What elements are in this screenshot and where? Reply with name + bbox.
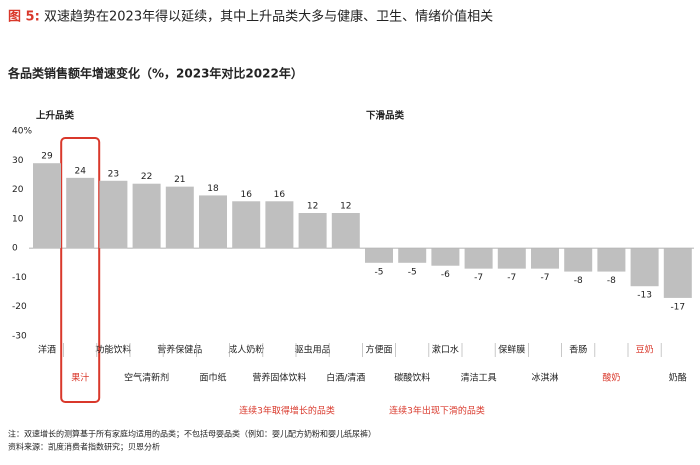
bar (497, 248, 526, 269)
value-label: -8 (574, 276, 583, 286)
bar (597, 248, 626, 272)
value-label: -17 (670, 302, 685, 312)
annotation: 连续3年出现下滑的品类 (389, 405, 485, 417)
bar (165, 186, 194, 249)
value-label: 29 (41, 152, 53, 162)
bar (132, 183, 161, 249)
value-label: -13 (637, 291, 652, 301)
bar (431, 248, 460, 266)
highlight-box (60, 137, 101, 403)
value-label: 18 (207, 184, 219, 194)
x-tick-label: 营养保健品 (157, 344, 202, 356)
x-tick-label: 功能饮料 (95, 344, 131, 356)
value-label: 23 (108, 169, 119, 179)
x-tick-label: 面巾纸 (199, 372, 226, 384)
y-tick-label: 40% (12, 127, 32, 137)
x-tick-label: 碳酸饮料 (394, 372, 430, 384)
x-tick-label: 奶酪 (669, 372, 687, 384)
value-label: 16 (240, 190, 252, 200)
x-tick-label: 香肠 (569, 345, 587, 356)
y-tick-label: 0 (12, 244, 18, 254)
bar (531, 248, 559, 269)
x-tick-label: 洋酒 (38, 344, 56, 356)
x-tick-label: 酸奶 (602, 372, 620, 384)
value-label: -5 (375, 267, 384, 277)
value-label: 22 (141, 172, 152, 182)
bar (630, 248, 659, 287)
bar (365, 248, 393, 263)
bar (398, 248, 427, 263)
bar (663, 248, 692, 298)
annotation: 连续3年取得增长的品类 (239, 405, 335, 417)
group-label: 上升品类 (36, 110, 75, 122)
value-label: -7 (474, 273, 483, 283)
x-tick-label: 漱口水 (432, 344, 459, 356)
value-label: -7 (541, 273, 550, 283)
footnote: 资料来源：凯度消费者指数研究；贝恩分析 (8, 442, 160, 452)
y-tick-label: -20 (12, 302, 27, 312)
value-label: -7 (507, 273, 516, 283)
bar (265, 201, 294, 249)
value-label: 12 (340, 202, 351, 212)
group-label: 下滑品类 (366, 110, 405, 122)
value-label: 12 (307, 202, 318, 212)
bar (232, 201, 261, 249)
x-tick-label: 白酒/清酒 (326, 372, 365, 384)
value-label: -8 (607, 276, 616, 286)
y-tick-label: 30 (12, 156, 24, 166)
x-tick-label: 冰淇淋 (531, 372, 558, 384)
y-tick-label: 10 (12, 214, 24, 224)
x-tick-label: 清洁工具 (461, 372, 497, 384)
bar (66, 177, 95, 249)
value-label: -5 (408, 267, 417, 277)
x-tick-label: 空气清新剂 (124, 372, 169, 384)
footnote: 注：双速增长的测算基于所有家庭均适用的品类；不包括母婴品类（例如：婴儿配方奶粉和… (8, 429, 376, 439)
x-tick-label: 成人奶粉 (228, 344, 264, 356)
y-tick-label: -10 (12, 273, 27, 283)
x-tick-label: 营养固体饮料 (252, 372, 306, 384)
value-label: 24 (74, 166, 86, 176)
bar (33, 163, 61, 249)
chart-title: 双速趋势在2023年得以延续，其中上升品类大多与健康、卫生、情绪价值相关 (44, 9, 493, 25)
value-label: 21 (174, 175, 185, 185)
y-tick-label: 20 (12, 185, 24, 195)
bar (99, 180, 128, 249)
x-tick-label: 豆奶 (636, 344, 654, 356)
x-tick-label: 方便面 (365, 344, 392, 356)
x-tick-label: 果汁 (71, 372, 89, 384)
value-label: -6 (441, 270, 450, 280)
bar (564, 248, 593, 272)
bar (298, 213, 327, 249)
figure-label: 图 5: (8, 10, 40, 25)
x-tick-label: 保鲜膜 (498, 344, 525, 356)
y-tick-label: -30 (12, 332, 27, 342)
chart-subtitle: 各品类销售额年增速变化（%，2023年对比2022年） (7, 66, 303, 81)
bar (464, 248, 493, 269)
bar (199, 195, 227, 249)
value-label: 16 (274, 190, 286, 200)
bar (331, 213, 360, 249)
x-tick-label: 驱虫用品 (295, 344, 331, 356)
